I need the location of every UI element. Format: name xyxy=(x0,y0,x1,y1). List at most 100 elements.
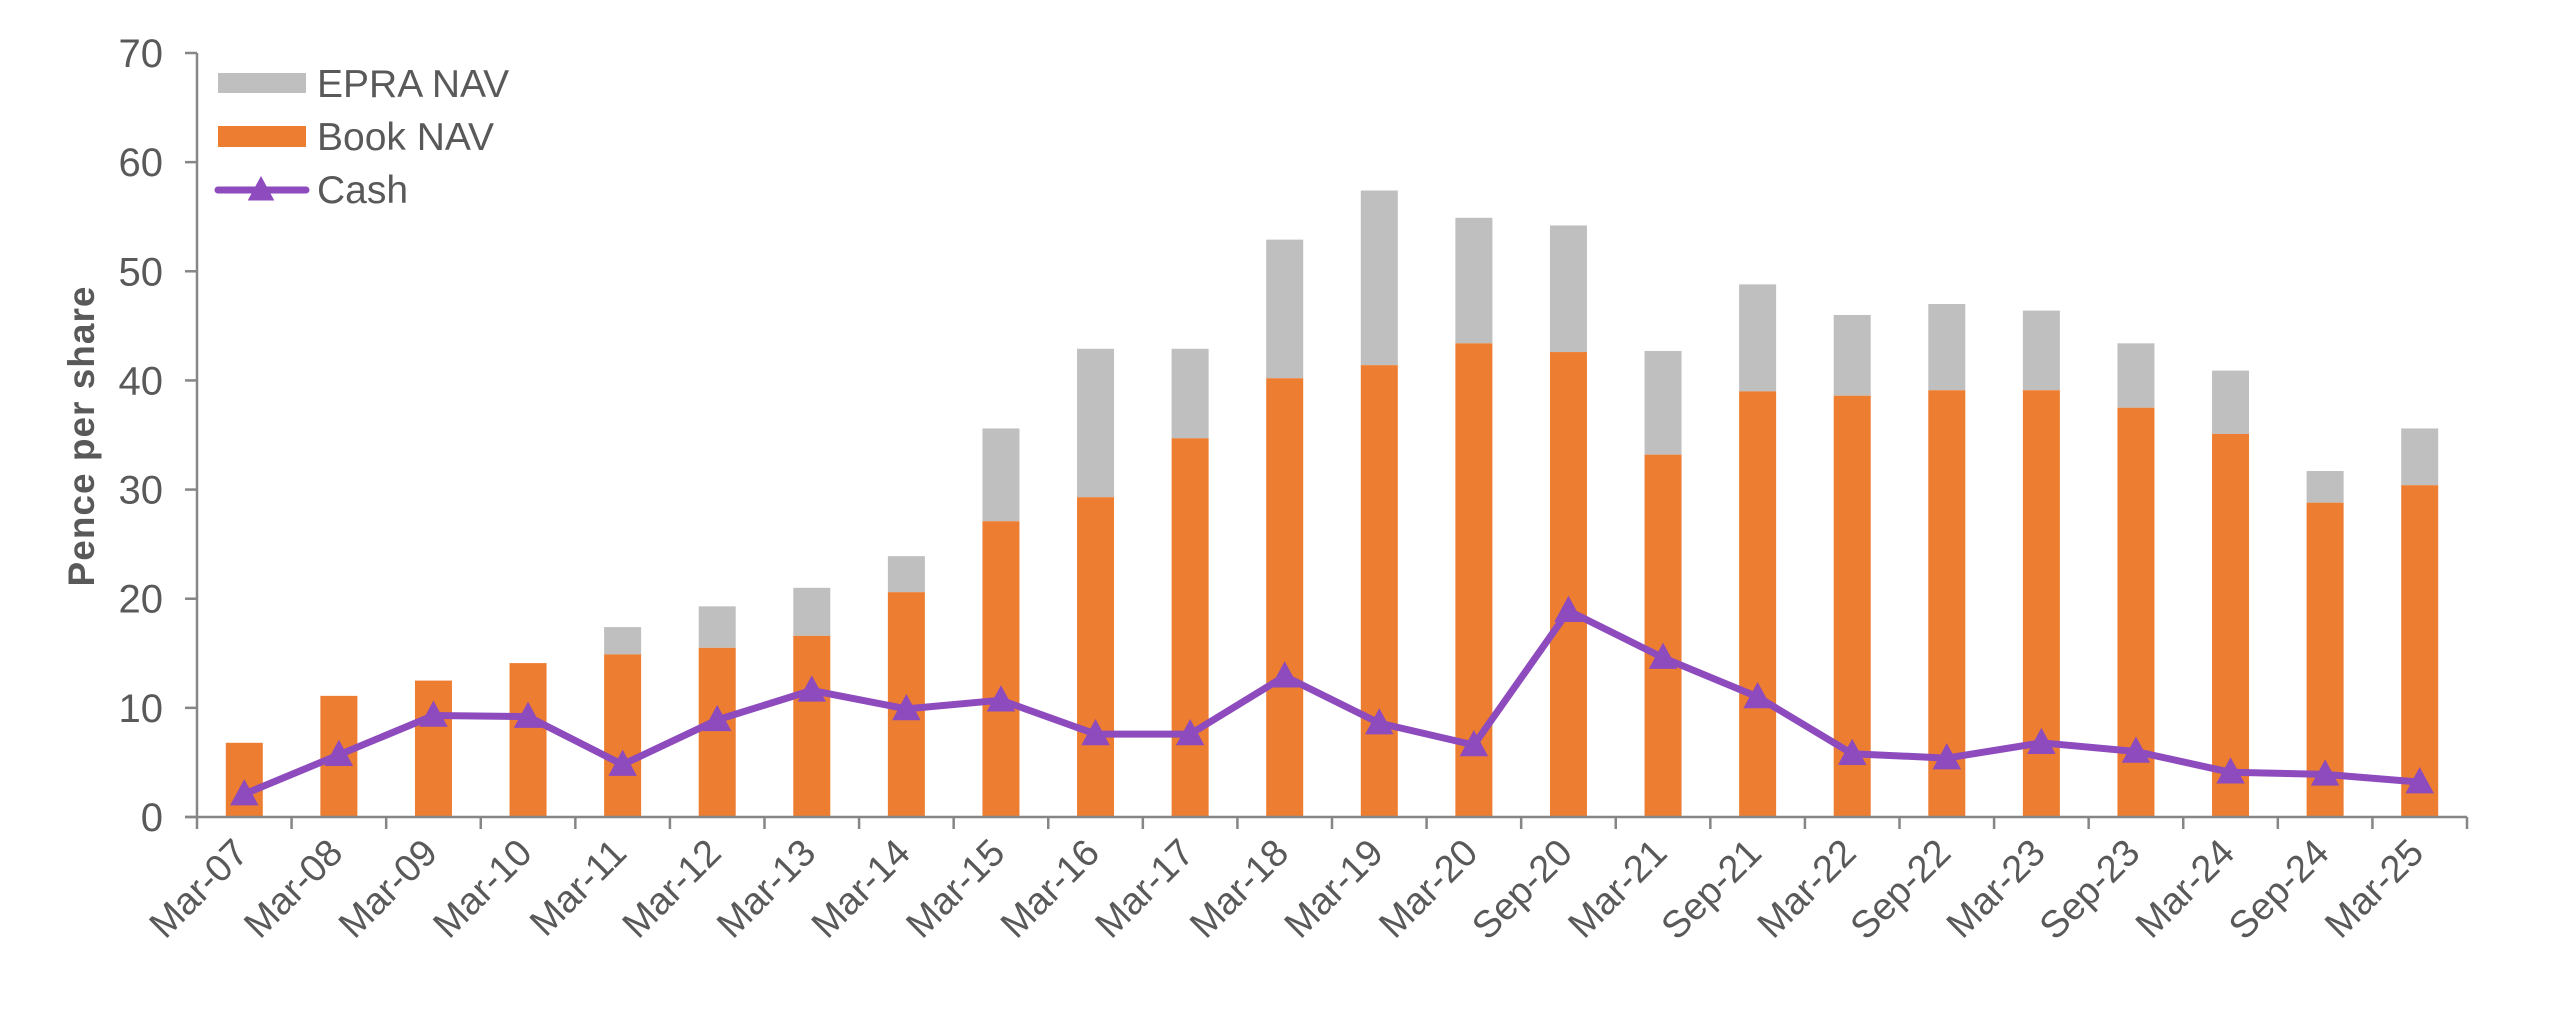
cash-point xyxy=(986,685,1016,712)
cash-point xyxy=(230,779,259,806)
cash-point xyxy=(2405,767,2434,794)
x-tick-label: Sep-24 xyxy=(2221,832,2337,948)
epra-nav-bar xyxy=(1644,350,1682,455)
cash-point xyxy=(1175,719,1205,746)
axes-layer xyxy=(185,53,2467,819)
x-tick-label: Mar-22 xyxy=(1750,832,1865,947)
cash-point xyxy=(2216,757,2245,784)
cash-line-layer xyxy=(230,595,2434,806)
epra-nav-bar xyxy=(604,627,642,655)
book-nav-bar xyxy=(509,663,547,817)
bars-layer xyxy=(225,190,2439,817)
cash-point xyxy=(1554,595,1583,622)
epra-nav-bar xyxy=(698,606,736,648)
x-tick-label: Sep-20 xyxy=(1464,832,1580,948)
cash-point xyxy=(892,693,921,721)
legend-cash-label: Cash xyxy=(317,169,408,212)
x-tick-label: Mar-14 xyxy=(804,832,919,947)
y-tick-label: 20 xyxy=(119,578,164,622)
epra-nav-bar xyxy=(2022,310,2060,391)
y-axis-title: Pence per share xyxy=(61,286,102,587)
epra-nav-bar xyxy=(2117,343,2155,408)
cash-line xyxy=(240,607,2424,798)
book-nav-bar xyxy=(1360,365,1398,817)
book-nav-bar xyxy=(2212,433,2250,817)
x-tick-label: Mar-19 xyxy=(1277,832,1392,947)
epra-nav-bar xyxy=(1266,239,1304,379)
x-tick-label: Mar-11 xyxy=(522,832,635,945)
x-tick-label: Sep-22 xyxy=(1843,832,1959,948)
x-tick-label: Mar-21 xyxy=(1561,832,1676,947)
y-tick-label: 30 xyxy=(119,469,164,513)
x-tick-label: Mar-24 xyxy=(2128,832,2243,947)
legend: EPRA NAV Book NAV Cash xyxy=(214,63,509,212)
book-nav-bar xyxy=(698,647,736,817)
epra-nav-bar xyxy=(793,587,831,636)
cash-point xyxy=(324,739,354,767)
epra-nav-bar xyxy=(1739,284,1777,392)
x-tick-label: Mar-18 xyxy=(1182,832,1297,947)
epra-nav-bar xyxy=(982,428,1020,522)
cash-point xyxy=(1648,642,1678,669)
legend-cash-triangle-icon xyxy=(247,176,275,201)
legend-epra-nav-label: EPRA NAV xyxy=(317,63,509,106)
book-nav-bar xyxy=(1549,352,1587,817)
epra-nav-bar xyxy=(1360,190,1398,366)
book-nav-bar xyxy=(1644,454,1682,817)
x-tick-label: Sep-23 xyxy=(2032,832,2148,948)
epra-nav-bar xyxy=(1455,217,1493,344)
x-tick-label: Mar-13 xyxy=(709,832,824,947)
x-tick-label: Mar-20 xyxy=(1371,832,1486,947)
epra-nav-bar xyxy=(1928,304,1966,391)
epra-nav-bar xyxy=(1077,348,1115,498)
x-tick-label: Mar-25 xyxy=(2317,832,2432,947)
cash-point xyxy=(1365,708,1394,735)
cash-point xyxy=(797,675,827,702)
y-tick-label: 70 xyxy=(119,32,164,76)
x-tick-label: Mar-23 xyxy=(1939,832,2054,947)
x-tick-label: Mar-09 xyxy=(331,832,446,947)
cash-point xyxy=(1837,738,1867,765)
cash-point xyxy=(2121,736,2151,763)
book-nav-bar xyxy=(1739,391,1777,817)
y-tick-label: 60 xyxy=(119,141,164,185)
x-tick-label: Mar-16 xyxy=(993,832,1108,947)
x-tick-label: Mar-07 xyxy=(142,832,257,947)
x-tick-label: Mar-17 xyxy=(1088,832,1203,947)
book-nav-bar xyxy=(1171,438,1209,817)
cash-point xyxy=(2310,759,2340,786)
epra-nav-bar xyxy=(1171,348,1209,439)
y-tick-label: 10 xyxy=(119,687,164,731)
cash-point xyxy=(2027,727,2056,755)
book-nav-bar xyxy=(793,635,831,817)
x-tick-label: Sep-21 xyxy=(1654,832,1770,948)
cash-point xyxy=(419,700,448,727)
cash-point xyxy=(513,701,543,728)
x-tick-label: Mar-10 xyxy=(426,832,541,947)
book-nav-bar xyxy=(604,654,642,817)
book-nav-bar xyxy=(982,521,1020,817)
cash-point xyxy=(1932,743,1962,770)
cash-point xyxy=(1081,719,1110,746)
cash-point xyxy=(1459,729,1489,757)
y-tick-label: 50 xyxy=(119,250,164,294)
epra-nav-bar xyxy=(1833,314,1871,396)
cash-point xyxy=(1270,661,1299,688)
epra-nav-bar xyxy=(1549,225,1587,353)
y-tick-label: 0 xyxy=(141,796,163,840)
cash-point xyxy=(702,704,732,732)
book-nav-bar xyxy=(2401,485,2439,817)
book-nav-bar xyxy=(1077,497,1115,817)
x-tick-label: Mar-12 xyxy=(615,832,730,947)
legend-epra-nav-swatch xyxy=(218,73,306,93)
epra-nav-bar xyxy=(887,556,925,593)
book-nav-bar xyxy=(1266,378,1304,817)
legend-book-nav-swatch xyxy=(218,126,306,147)
legend-book-nav-label: Book NAV xyxy=(317,116,494,159)
x-tick-label: Mar-08 xyxy=(236,832,351,947)
cash-point xyxy=(1743,681,1772,709)
y-tick-label: 40 xyxy=(119,359,164,403)
y-ticks: 0 10 20 30 40 50 60 70 xyxy=(119,32,197,840)
x-ticks: Mar-07Mar-08Mar-09Mar-10Mar-11Mar-12Mar-… xyxy=(142,817,2469,948)
epra-nav-bar xyxy=(2212,370,2250,434)
